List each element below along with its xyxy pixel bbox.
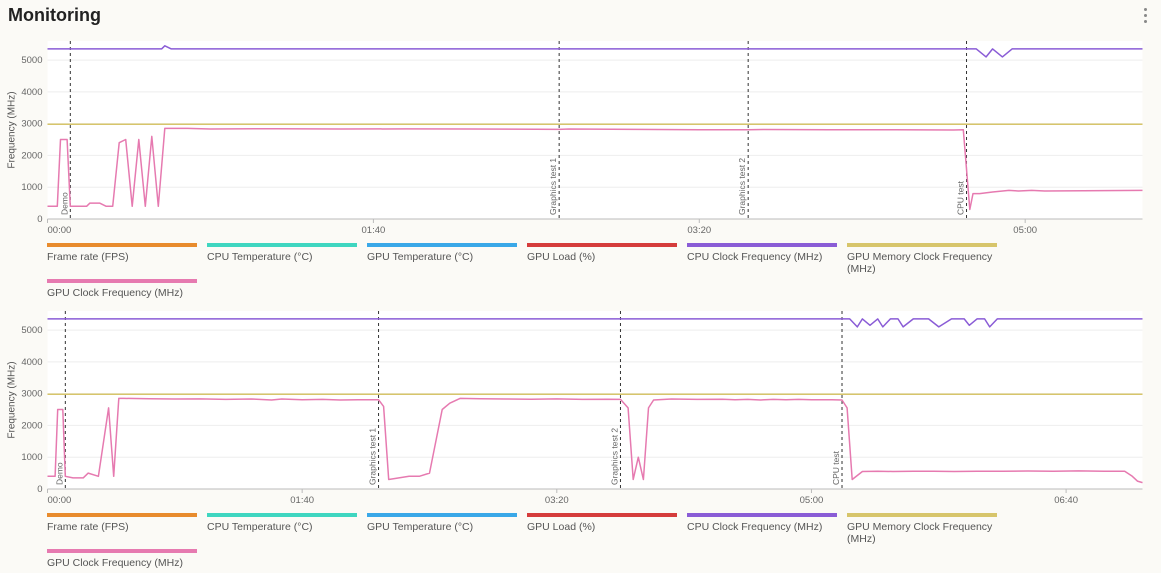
svg-text:05:00: 05:00 [800, 495, 824, 506]
legend-swatch [207, 243, 357, 247]
legend: Frame rate (FPS) CPU Temperature (°C) GPU … [2, 237, 1153, 303]
page-title: Monitoring [8, 5, 101, 26]
chart-block-0: 0 1000 2000 3000 4000 5000 00:00 01:40 03:20 05:0… [0, 33, 1161, 303]
legend-swatch [47, 549, 197, 553]
legend-label: CPU Temperature (°C) [207, 521, 357, 533]
legend-item[interactable]: GPU Temperature (°C) [367, 243, 527, 275]
svg-text:00:00: 00:00 [48, 225, 72, 236]
svg-text:06:40: 06:40 [1054, 495, 1078, 506]
legend-swatch [367, 513, 517, 517]
legend-swatch [527, 513, 677, 517]
legend-swatch [847, 243, 997, 247]
svg-text:3000: 3000 [21, 389, 42, 400]
legend-item[interactable]: GPU Clock Frequency (MHz) [47, 549, 207, 569]
legend-label: Frame rate (FPS) [47, 521, 197, 533]
legend-label: GPU Load (%) [527, 251, 677, 263]
svg-text:00:00: 00:00 [48, 495, 72, 506]
svg-text:CPU test: CPU test [956, 180, 966, 215]
svg-text:3000: 3000 [21, 119, 42, 130]
svg-text:Graphics test 1: Graphics test 1 [368, 428, 378, 485]
svg-text:0: 0 [37, 214, 42, 225]
svg-text:05:00: 05:00 [1013, 225, 1037, 236]
legend-item[interactable]: GPU Load (%) [527, 243, 687, 275]
svg-text:CPU test: CPU test [831, 450, 841, 485]
svg-text:1000: 1000 [21, 182, 42, 193]
legend-item[interactable]: GPU Clock Frequency (MHz) [47, 279, 207, 299]
svg-text:5000: 5000 [21, 325, 42, 336]
legend-label: Frame rate (FPS) [47, 251, 197, 263]
chart-svg: 0 1000 2000 3000 4000 5000 00:00 01:40 03:20 05:0… [2, 303, 1153, 507]
legend-label: GPU Clock Frequency (MHz) [47, 557, 197, 569]
legend-item[interactable]: GPU Temperature (°C) [367, 513, 527, 545]
svg-text:Graphics test 2: Graphics test 2 [609, 428, 619, 485]
svg-text:Frequency (MHz): Frequency (MHz) [7, 91, 18, 168]
svg-text:Demo: Demo [59, 192, 69, 215]
svg-text:2000: 2000 [21, 150, 42, 161]
legend-swatch [847, 513, 997, 517]
svg-text:03:20: 03:20 [545, 495, 569, 506]
svg-text:4000: 4000 [21, 87, 42, 98]
legend-label: GPU Load (%) [527, 521, 677, 533]
legend-item[interactable]: GPU Memory Clock Frequency (MHz) [847, 513, 1007, 545]
legend-swatch [207, 513, 357, 517]
legend-swatch [687, 243, 837, 247]
legend-swatch [47, 243, 197, 247]
chart-svg: 0 1000 2000 3000 4000 5000 00:00 01:40 03:20 05:0… [2, 33, 1153, 237]
legend-item[interactable]: CPU Temperature (°C) [207, 513, 367, 545]
svg-text:01:40: 01:40 [290, 495, 314, 506]
svg-text:01:40: 01:40 [362, 225, 386, 236]
svg-text:4000: 4000 [21, 357, 42, 368]
svg-text:5000: 5000 [21, 55, 42, 66]
legend-swatch [527, 243, 677, 247]
legend: Frame rate (FPS) CPU Temperature (°C) GPU … [2, 507, 1153, 573]
svg-text:2000: 2000 [21, 420, 42, 431]
legend-item[interactable]: Frame rate (FPS) [47, 243, 207, 275]
svg-text:Graphics test 1: Graphics test 1 [548, 158, 558, 215]
svg-text:03:20: 03:20 [687, 225, 711, 236]
legend-item[interactable]: CPU Temperature (°C) [207, 243, 367, 275]
legend-label: GPU Temperature (°C) [367, 251, 517, 263]
svg-text:Graphics test 2: Graphics test 2 [737, 158, 747, 215]
svg-text:0: 0 [37, 484, 42, 495]
legend-item[interactable]: Frame rate (FPS) [47, 513, 207, 545]
legend-swatch [47, 279, 197, 283]
legend-label: GPU Memory Clock Frequency (MHz) [847, 251, 997, 275]
legend-label: CPU Clock Frequency (MHz) [687, 521, 837, 533]
legend-label: CPU Temperature (°C) [207, 251, 357, 263]
legend-swatch [687, 513, 837, 517]
legend-label: CPU Clock Frequency (MHz) [687, 251, 837, 263]
kebab-menu-icon[interactable] [1140, 4, 1151, 27]
chart-block-1: 0 1000 2000 3000 4000 5000 00:00 01:40 03:20 05:0… [0, 303, 1161, 573]
legend-swatch [47, 513, 197, 517]
legend-item[interactable]: CPU Clock Frequency (MHz) [687, 513, 847, 545]
legend-swatch [367, 243, 517, 247]
svg-text:1000: 1000 [21, 452, 42, 463]
legend-label: GPU Memory Clock Frequency (MHz) [847, 521, 997, 545]
legend-item[interactable]: GPU Memory Clock Frequency (MHz) [847, 243, 1007, 275]
legend-item[interactable]: CPU Clock Frequency (MHz) [687, 243, 847, 275]
charts-container: 0 1000 2000 3000 4000 5000 00:00 01:40 03:20 05:0… [0, 33, 1161, 573]
legend-item[interactable]: GPU Load (%) [527, 513, 687, 545]
legend-label: GPU Clock Frequency (MHz) [47, 287, 197, 299]
svg-text:Frequency (MHz): Frequency (MHz) [7, 361, 18, 438]
legend-label: GPU Temperature (°C) [367, 521, 517, 533]
